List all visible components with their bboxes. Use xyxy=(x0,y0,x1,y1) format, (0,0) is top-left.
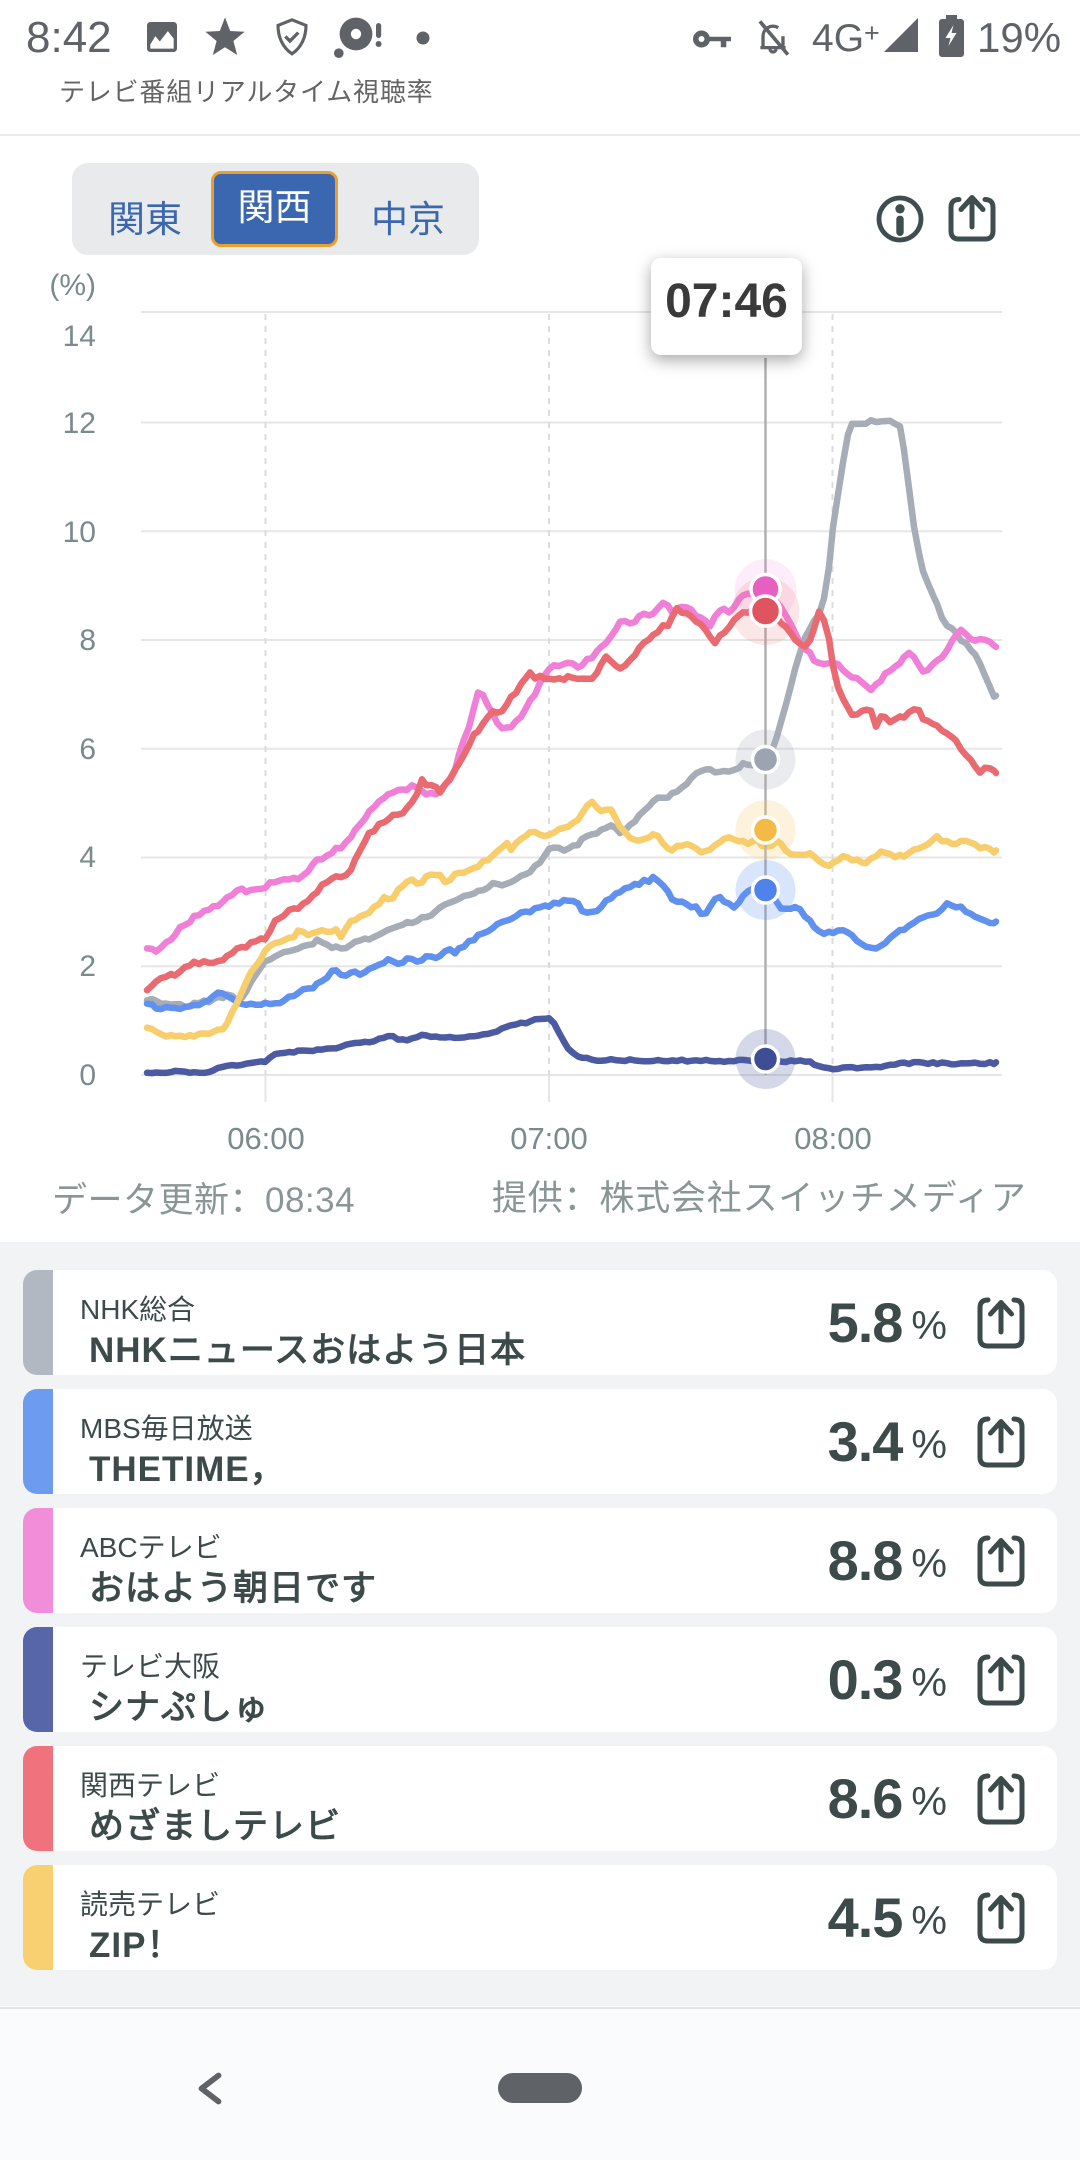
svg-text:8: 8 xyxy=(79,624,96,657)
svg-text:08:00: 08:00 xyxy=(794,1121,872,1156)
svg-text:4: 4 xyxy=(79,841,96,874)
svg-text:0: 0 xyxy=(79,1059,96,1092)
svg-text:14: 14 xyxy=(63,320,96,353)
svg-text:2: 2 xyxy=(79,950,96,983)
svg-text:6: 6 xyxy=(79,733,96,766)
svg-text:12: 12 xyxy=(63,407,96,440)
svg-text:(%): (%) xyxy=(49,270,96,302)
svg-text:06:00: 06:00 xyxy=(227,1121,305,1156)
svg-text:07:00: 07:00 xyxy=(510,1121,588,1156)
svg-text:10: 10 xyxy=(63,516,96,549)
